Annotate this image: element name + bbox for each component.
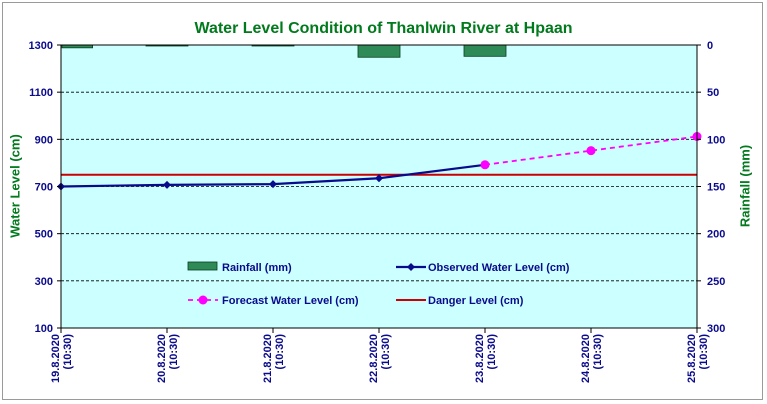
x-tick-label: (10:30) xyxy=(486,334,498,370)
y-right-tick-label: 250 xyxy=(707,276,725,288)
observed-point xyxy=(375,174,383,183)
legend-forecast-marker xyxy=(198,295,208,305)
x-tick-label-group: 20.8.2020 (10:30) xyxy=(156,334,180,383)
x-tick-label: (10:30) xyxy=(380,334,392,370)
x-tick-label-group: 24.8.2020 (10:30) xyxy=(580,334,604,383)
x-tick-label: 21.8.2020 xyxy=(262,334,274,383)
x-tick-label-group: 21.8.2020 (10:30) xyxy=(262,334,286,383)
x-tick-label: 19.8.2020 xyxy=(50,334,62,383)
y-left-tick-label: 1300 xyxy=(29,40,53,52)
x-tick-label: (10:30) xyxy=(168,334,180,370)
y-right-tick-label: 150 xyxy=(707,182,725,194)
y-right-tick-label: 200 xyxy=(707,229,725,241)
forecast-point xyxy=(480,160,490,170)
x-tick-label: 24.8.2020 xyxy=(580,334,592,383)
legend-observed-marker xyxy=(407,263,415,271)
y-right-tick-label: 100 xyxy=(707,134,725,146)
y-right-tick-label: 300 xyxy=(707,323,725,335)
y-left-tick-label: 300 xyxy=(35,276,53,288)
x-tick-label-group: 23.8.2020 (10:30) xyxy=(474,334,498,383)
y-left-tick-label: 100 xyxy=(35,323,53,335)
chart-title: Water Level Condition of Thanlwin River … xyxy=(194,20,573,37)
x-tick-label: 23.8.2020 xyxy=(474,334,486,383)
legend-rainfall-swatch xyxy=(187,261,218,271)
observed-point xyxy=(269,180,277,189)
y-axis-right-label: Rainfall (mm) xyxy=(737,144,753,228)
legend-rainfall-label: Rainfall (mm) xyxy=(222,262,292,274)
legend-observed-label: Observed Water Level (cm) xyxy=(428,262,570,274)
y-left-tick-label: 700 xyxy=(35,182,53,194)
x-tick-label: (10:30) xyxy=(62,334,74,370)
legend-forecast-label: Forecast Water Level (cm) xyxy=(222,295,359,307)
y-axis-left-label: Water Level (cm) xyxy=(7,134,23,238)
y-left-tick-label: 900 xyxy=(35,134,53,146)
x-tick-label: (10:30) xyxy=(698,334,710,370)
y-left-tick-label: 500 xyxy=(35,229,53,241)
legend-danger-label: Danger Level (cm) xyxy=(428,295,524,307)
y-right-tick-label: 50 xyxy=(707,87,719,99)
observed-point xyxy=(163,180,171,189)
y-right-tick-label: 0 xyxy=(707,40,713,52)
forecast-point xyxy=(586,146,596,156)
x-tick-label: (10:30) xyxy=(274,334,286,370)
x-tick-label-group: 19.8.2020 (10:30) xyxy=(50,334,74,383)
x-tick-label: (10:30) xyxy=(592,334,604,370)
x-tick-label: 25.8.2020 xyxy=(686,334,698,383)
x-tick-label-group: 25.8.2020 (10:30) xyxy=(686,334,710,383)
rainfall-bar xyxy=(463,44,507,57)
x-tick-label: 22.8.2020 xyxy=(368,334,380,383)
y-left-tick-label: 1100 xyxy=(29,87,53,99)
x-tick-label-group: 22.8.2020 (10:30) xyxy=(368,334,392,383)
rainfall-bar xyxy=(357,44,401,58)
x-tick-label: 20.8.2020 xyxy=(156,334,168,383)
